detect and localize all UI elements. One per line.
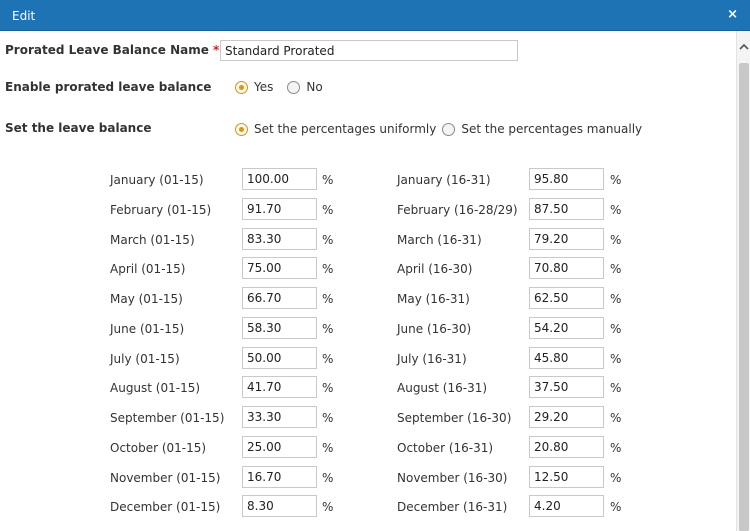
prorated-name-input[interactable] bbox=[220, 40, 518, 61]
period-right-label: August (16-31) bbox=[397, 381, 488, 396]
period-left-input[interactable] bbox=[242, 227, 317, 250]
period-right-input[interactable] bbox=[529, 316, 604, 339]
uniform-label[interactable]: Set the percentages uniformly bbox=[254, 122, 437, 136]
period-left-input[interactable] bbox=[242, 495, 317, 518]
dialog-content: Prorated Leave Balance Name * Enable pro… bbox=[0, 31, 736, 531]
percent-sign: % bbox=[322, 173, 334, 187]
percent-sign: % bbox=[610, 440, 622, 455]
period-left-label: November (01-15) bbox=[110, 470, 221, 485]
period-left-input[interactable] bbox=[242, 287, 317, 309]
percent-sign: % bbox=[610, 381, 622, 396]
percent-sign: % bbox=[610, 500, 622, 515]
manual-label[interactable]: Set the percentages manually bbox=[461, 122, 643, 136]
period-left-label: January (01-15) bbox=[110, 173, 204, 187]
period-left-label: May (01-15) bbox=[110, 292, 183, 306]
scrollbar-thumb[interactable] bbox=[739, 63, 749, 531]
period-right-label: April (16-30) bbox=[397, 262, 473, 277]
period-right-input[interactable] bbox=[529, 168, 604, 190]
period-left-input[interactable] bbox=[242, 257, 317, 280]
dialog-titlebar: Edit × bbox=[0, 0, 750, 31]
percent-sign: % bbox=[610, 262, 622, 277]
percent-sign: % bbox=[322, 232, 334, 247]
percent-sign: % bbox=[322, 500, 334, 515]
period-right-input[interactable] bbox=[529, 465, 604, 488]
percent-sign: % bbox=[322, 351, 334, 366]
period-right-input[interactable] bbox=[529, 346, 604, 369]
period-left-label: March (01-15) bbox=[110, 232, 195, 247]
enable-no-label[interactable]: No bbox=[306, 80, 323, 94]
percent-sign: % bbox=[322, 411, 334, 425]
period-right-input[interactable] bbox=[529, 435, 604, 458]
period-right-label: July (16-31) bbox=[397, 351, 467, 366]
period-left-label: December (01-15) bbox=[110, 500, 221, 515]
period-right-input[interactable] bbox=[529, 376, 604, 399]
period-right-label: November (16-30) bbox=[397, 470, 508, 485]
period-left-input[interactable] bbox=[242, 465, 317, 488]
chevron-up-icon[interactable] bbox=[738, 41, 750, 53]
balance-label: Set the leave balance bbox=[5, 121, 152, 135]
enable-radio-group: Yes No bbox=[235, 80, 337, 94]
period-right-label: March (16-31) bbox=[397, 232, 482, 247]
percent-sign: % bbox=[322, 381, 334, 396]
percent-sign: % bbox=[322, 292, 334, 306]
percent-sign: % bbox=[322, 321, 334, 336]
percent-sign: % bbox=[610, 202, 622, 217]
percent-sign: % bbox=[610, 321, 622, 336]
percent-sign: % bbox=[322, 262, 334, 277]
period-right-input[interactable] bbox=[529, 406, 604, 428]
percent-sign: % bbox=[610, 411, 622, 425]
period-right-label: December (16-31) bbox=[397, 500, 508, 515]
period-right-input[interactable] bbox=[529, 227, 604, 250]
enable-yes-radio[interactable] bbox=[235, 80, 248, 94]
period-right-input[interactable] bbox=[529, 257, 604, 280]
percent-sign: % bbox=[322, 470, 334, 485]
period-left-input[interactable] bbox=[242, 168, 317, 190]
period-right-label: September (16-30) bbox=[397, 411, 512, 425]
period-left-input[interactable] bbox=[242, 316, 317, 339]
period-left-label: September (01-15) bbox=[110, 411, 225, 425]
period-left-input[interactable] bbox=[242, 435, 317, 458]
manual-radio[interactable] bbox=[442, 122, 456, 136]
name-field-label: Prorated Leave Balance Name * bbox=[5, 43, 219, 57]
period-left-label: October (01-15) bbox=[110, 440, 207, 455]
scrollbar[interactable] bbox=[736, 31, 750, 531]
enable-yes-label[interactable]: Yes bbox=[254, 80, 274, 94]
percent-sign: % bbox=[610, 173, 622, 187]
period-left-label: June (01-15) bbox=[110, 321, 185, 336]
percent-sign: % bbox=[610, 292, 622, 306]
percent-sign: % bbox=[322, 440, 334, 455]
percent-sign: % bbox=[322, 202, 334, 217]
period-right-label: June (16-30) bbox=[397, 321, 472, 336]
period-left-label: July (01-15) bbox=[110, 351, 180, 366]
close-icon[interactable]: × bbox=[727, 7, 738, 22]
period-left-label: August (01-15) bbox=[110, 381, 201, 396]
required-mark: * bbox=[213, 43, 220, 57]
period-right-label: May (16-31) bbox=[397, 292, 470, 306]
balance-radio-group: Set the percentages uniformly Set the pe… bbox=[235, 122, 656, 136]
percent-sign: % bbox=[610, 351, 622, 366]
period-left-input[interactable] bbox=[242, 406, 317, 428]
name-label-text: Prorated Leave Balance Name bbox=[5, 43, 209, 57]
period-right-label: January (16-31) bbox=[397, 173, 491, 187]
period-right-label: October (16-31) bbox=[397, 440, 494, 455]
uniform-radio[interactable] bbox=[235, 122, 248, 136]
period-right-input[interactable] bbox=[529, 197, 604, 220]
period-left-input[interactable] bbox=[242, 197, 317, 220]
enable-no-radio[interactable] bbox=[287, 80, 301, 94]
period-right-label: February (16-28/29) bbox=[397, 202, 518, 217]
enable-label: Enable prorated leave balance bbox=[5, 80, 212, 94]
percent-sign: % bbox=[610, 232, 622, 247]
period-left-input[interactable] bbox=[242, 376, 317, 399]
period-right-input[interactable] bbox=[529, 287, 604, 309]
dialog-title: Edit bbox=[12, 9, 36, 23]
percent-sign: % bbox=[610, 470, 622, 485]
period-left-input[interactable] bbox=[242, 346, 317, 369]
period-right-input[interactable] bbox=[529, 495, 604, 518]
period-left-label: February (01-15) bbox=[110, 202, 212, 217]
period-left-label: April (01-15) bbox=[110, 262, 186, 277]
